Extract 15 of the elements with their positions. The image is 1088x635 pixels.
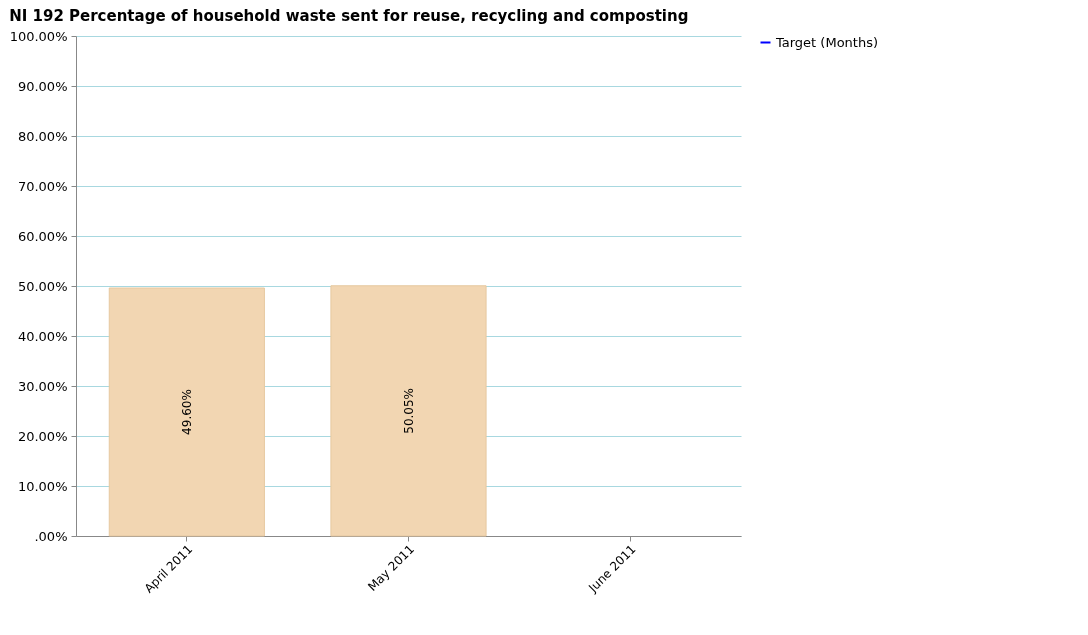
y-tick-label: 100.00% (9, 28, 68, 44)
y-tick-label: 70.00% (17, 178, 68, 194)
y-tick-label: 20.00% (17, 428, 68, 444)
y-tick-label: 80.00% (17, 128, 68, 144)
y-tick-label: 30.00% (17, 378, 68, 394)
y-tick-label: 40.00% (17, 328, 68, 344)
data-label: 49.60% (179, 389, 194, 435)
y-tick-label: 60.00% (17, 228, 68, 244)
legend-label: Target (Months) (775, 34, 879, 50)
chart-title: NI 192 Percentage of household waste sent for reuse, recycling and composting (9, 7, 689, 25)
y-tick-label: 10.00% (17, 478, 68, 494)
y-tick-label: .00% (34, 528, 68, 544)
y-tick-label: 50.00% (17, 278, 68, 294)
data-label: 50.05% (401, 387, 416, 434)
y-tick-label: 90.00% (17, 78, 68, 94)
